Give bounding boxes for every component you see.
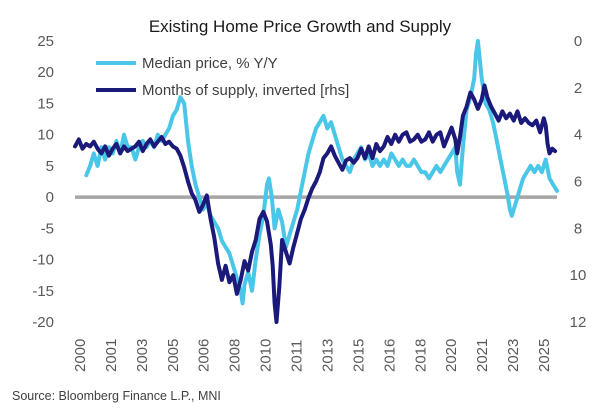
y-left-tick-label: 25 bbox=[37, 33, 54, 50]
x-tick-label: 2020 bbox=[443, 339, 460, 372]
legend: Median price, % Y/Y Months of supply, inv… bbox=[96, 55, 349, 99]
x-tick-label: 2005 bbox=[165, 339, 182, 372]
y-left-tick-label: -10 bbox=[32, 252, 54, 269]
y-left-tick-label: -20 bbox=[32, 314, 54, 331]
legend-median-price-label: Median price, % Y/Y bbox=[142, 55, 278, 72]
y-right-tick-label: 0 bbox=[574, 33, 582, 50]
x-tick-label: 2023 bbox=[505, 339, 522, 372]
y-right-tick-label: 2 bbox=[574, 80, 582, 97]
x-tick-label: 2015 bbox=[350, 339, 367, 372]
x-tick-label: 2006 bbox=[196, 339, 213, 372]
x-tick-label: 2013 bbox=[319, 339, 336, 372]
x-tick-label: 2021 bbox=[474, 339, 491, 372]
x-tick-label: 2001 bbox=[103, 339, 120, 372]
y-right-tick-label: 4 bbox=[574, 127, 582, 144]
x-tick-label: 2010 bbox=[258, 339, 275, 372]
y-left-tick-label: 0 bbox=[46, 189, 54, 206]
y-left-tick-label: 5 bbox=[46, 158, 54, 175]
x-tick-label: 2018 bbox=[412, 339, 429, 372]
months-supply-line bbox=[73, 83, 558, 324]
y-right-tick-label: 8 bbox=[574, 220, 582, 237]
source-note: Source: Bloomberg Finance L.P., MNI bbox=[12, 389, 221, 403]
legend-months-supply-label: Months of supply, inverted [rhs] bbox=[142, 82, 349, 99]
y-right-tick-label: 6 bbox=[574, 174, 582, 191]
median-price-line bbox=[84, 39, 559, 306]
x-tick-label: 2003 bbox=[134, 339, 151, 372]
x-tick-label: 2025 bbox=[536, 339, 553, 372]
y-right-tick-label: 10 bbox=[570, 267, 587, 284]
y-left-tick-label: -5 bbox=[41, 220, 54, 237]
y-left-tick-label: 15 bbox=[37, 95, 54, 112]
x-tick-label: 2016 bbox=[381, 339, 398, 372]
x-tick-label: 2008 bbox=[227, 339, 244, 372]
x-tick-label: 2011 bbox=[289, 340, 306, 372]
chart-title: Existing Home Price Growth and Supply bbox=[149, 17, 452, 36]
y-right-tick-label: 12 bbox=[570, 314, 587, 331]
y-left-tick-label: -15 bbox=[32, 283, 54, 300]
x-tick-label: 2000 bbox=[72, 339, 89, 372]
y-left-tick-label: 10 bbox=[37, 127, 54, 144]
y-left-tick-label: 20 bbox=[37, 64, 54, 81]
